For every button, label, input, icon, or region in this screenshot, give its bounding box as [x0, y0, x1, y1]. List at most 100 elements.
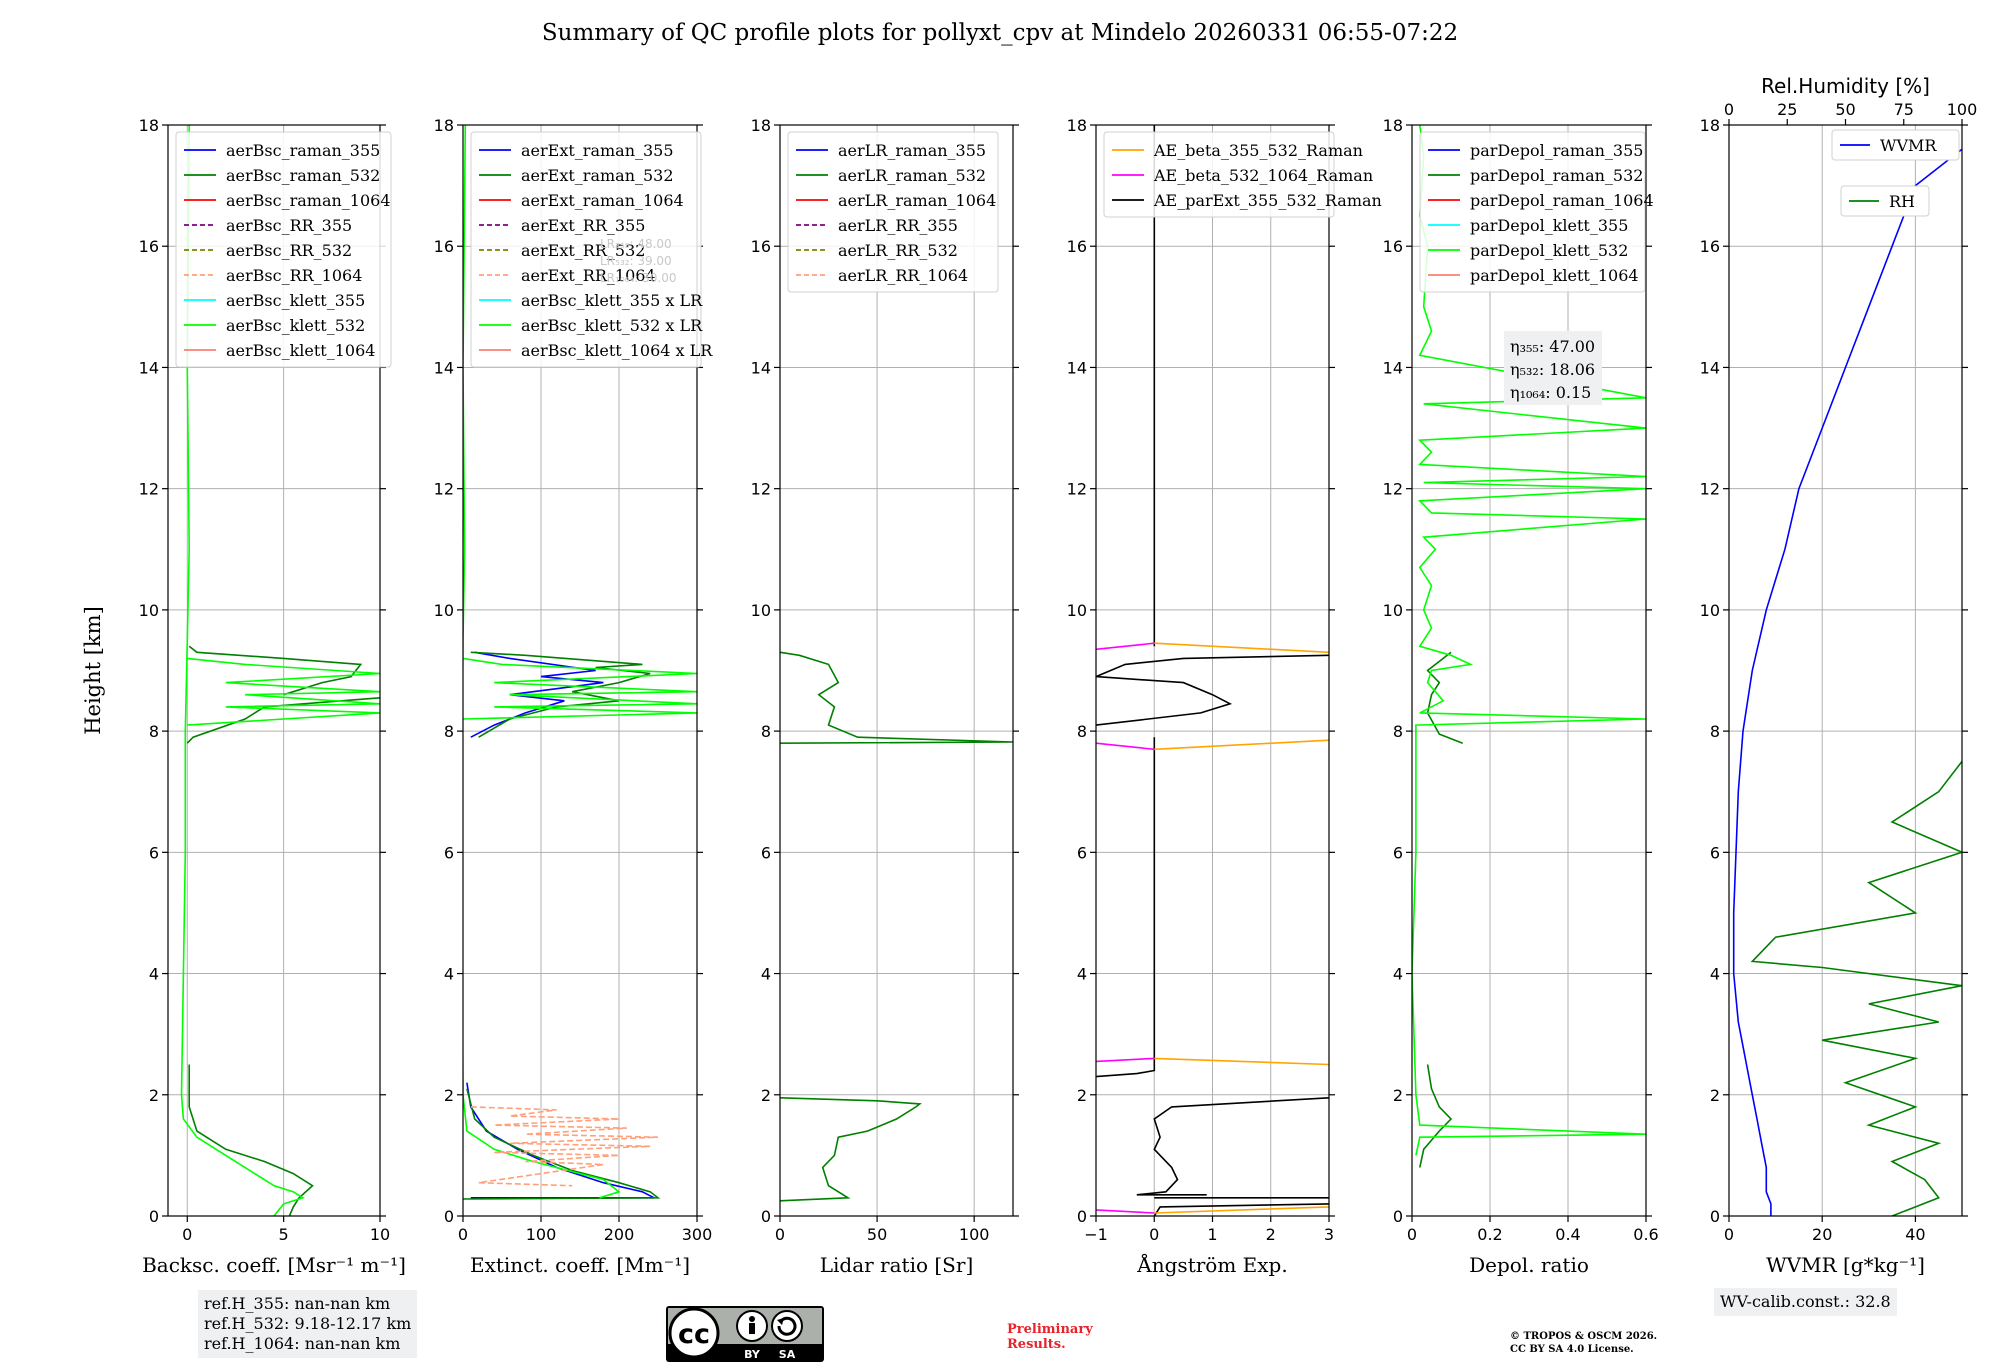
- y-tick-label: 8: [761, 722, 771, 741]
- series-line-parDepol_raman_532: [1419, 651, 1463, 1168]
- lr-faint-label: LR₃₅₅: 48.00: [600, 237, 672, 251]
- x-tick-label: 1: [1207, 1225, 1217, 1244]
- legend: aerBsc_raman_355 aerBsc_raman_532 aerBsc_r…: [175, 131, 392, 368]
- legend-label: WVMR: [1880, 136, 1937, 155]
- series-line-RH: [1750, 760, 1962, 1216]
- y-tick-label: 10: [1383, 601, 1403, 620]
- y-tick-label: 12: [1067, 480, 1087, 499]
- x-tick-label: 3: [1324, 1225, 1334, 1244]
- legend-label: RH: [1889, 192, 1915, 211]
- series-line-WVMR: [1732, 148, 1962, 1216]
- x-tick-label: 100: [526, 1225, 557, 1244]
- svg-text:cc: cc: [678, 1319, 710, 1350]
- y-tick-label: 18: [1700, 116, 1720, 135]
- y-tick-label: 8: [1393, 722, 1403, 741]
- legend: parDepol_raman_355 parDepol_raman_532 parD…: [1419, 131, 1654, 293]
- legend-label: aerBsc_raman_532: [226, 166, 380, 185]
- y-tick-label: 8: [1077, 722, 1087, 741]
- y-tick-label: 18: [1067, 116, 1087, 135]
- legend-label: aerExt_RR_532: [521, 241, 645, 260]
- y-tick-label: 10: [139, 601, 159, 620]
- legend: AE_beta_355_532_Raman AE_beta_532_1064_Ra…: [1103, 131, 1382, 218]
- x-tick-label: 0.2: [1477, 1225, 1502, 1244]
- series-line-AE_beta_355_532_Raman: [1154, 642, 1329, 1214]
- legend-label: aerLR_RR_1064: [838, 266, 968, 285]
- figure-title: Summary of QC profile plots for pollyxt_…: [541, 20, 1459, 46]
- series-line-aerBsc_raman_532: [186, 645, 380, 1216]
- y-tick-label: 10: [434, 601, 454, 620]
- y-tick-label: 0: [444, 1207, 454, 1226]
- y-tick-label: 4: [149, 965, 159, 984]
- copyright-line-2: CC BY SA 4.0 License.: [1510, 1344, 1634, 1355]
- series-group: [1096, 125, 1329, 1216]
- legend-label: aerBsc_raman_355: [226, 141, 380, 160]
- x-tick-label: 2: [1266, 1225, 1276, 1244]
- legend-label: parDepol_raman_355: [1470, 141, 1643, 160]
- top-x-tick-label: 0: [1724, 100, 1734, 119]
- lr-faint-label: LR₁₀₆₄: 30.00: [600, 271, 676, 285]
- y-tick-label: 12: [1383, 480, 1403, 499]
- y-tick-label: 6: [1710, 843, 1720, 862]
- eta-label: η₁₀₆₄: 0.15: [1510, 383, 1591, 402]
- top-x-axis-label: Rel.Humidity [%]: [1761, 74, 1930, 98]
- y-axis-label: Height [km]: [81, 606, 105, 735]
- legend-label: parDepol_raman_532: [1470, 166, 1643, 185]
- legend-label: aerLR_raman_355: [838, 141, 986, 160]
- y-tick-label: 12: [751, 480, 771, 499]
- x-tick-label: 40: [1905, 1225, 1925, 1244]
- x-axis-label: WVMR [g*kg⁻¹]: [1766, 1253, 1925, 1277]
- top-x-tick-label: 75: [1894, 100, 1914, 119]
- x-tick-label: 5: [279, 1225, 289, 1244]
- y-tick-label: 0: [1710, 1207, 1720, 1226]
- cc-by-label: BY: [744, 1348, 761, 1361]
- x-tick-label: 10: [370, 1225, 390, 1244]
- y-tick-label: 2: [761, 1086, 771, 1105]
- legend-label: aerLR_raman_532: [838, 166, 986, 185]
- y-tick-label: 0: [149, 1207, 159, 1226]
- axes-frame: [1728, 124, 1963, 1217]
- copyright-note: © TROPOS & OSCM 2026. CC BY SA 4.0 Licen…: [1510, 1330, 1657, 1356]
- y-tick-label: 0: [761, 1207, 771, 1226]
- legend-label: parDepol_raman_1064: [1470, 191, 1654, 210]
- ref-height-1064: ref.H_1064: nan-nan km: [204, 1334, 401, 1353]
- panel-extinction: 0 2 4 6 8 10 12 14 16 18 0 100 200 300 Extinct. coeff.…: [434, 116, 714, 1277]
- y-tick-label: 16: [751, 237, 771, 256]
- x-axis-label: Lidar ratio [Sr]: [820, 1253, 974, 1277]
- y-tick-label: 16: [139, 237, 159, 256]
- legend-box: [1419, 131, 1646, 293]
- x-tick-label: 100: [959, 1225, 990, 1244]
- x-tick-label: 0: [775, 1225, 785, 1244]
- y-tick-label: 6: [149, 843, 159, 862]
- x-tick-label: 300: [682, 1225, 713, 1244]
- y-tick-label: 16: [1700, 237, 1720, 256]
- legend-label: AE_beta_532_1064_Raman: [1153, 166, 1373, 185]
- x-tick-label: 0: [458, 1225, 468, 1244]
- panel-backscatter: 0 2 4 6 8 10 12 14 16 18 0 5 10 Backsc. coeff. [Msr⁻¹…: [139, 116, 406, 1277]
- eta-box: η₃₅₅: 47.00 η₅₃₂: 18.06 η₁₀₆₄: 0.15: [1504, 331, 1602, 405]
- x-axis-label: Backsc. coeff. [Msr⁻¹ m⁻¹]: [142, 1253, 406, 1277]
- legend-label: aerExt_RR_1064: [521, 266, 656, 285]
- legend-label: aerBsc_klett_1064: [226, 341, 375, 360]
- eta-label: η₅₃₂: 18.06: [1510, 360, 1595, 379]
- series-group: [463, 125, 697, 1200]
- series-group: [780, 651, 1013, 1202]
- preliminary-line-1: Preliminary: [1007, 1322, 1093, 1337]
- legend-label: aerLR_raman_1064: [838, 191, 996, 210]
- ref-height-box: ref.H_355: nan-nan km ref.H_532: 9.18-12…: [198, 1290, 418, 1358]
- legend: aerExt_raman_355 aerExt_raman_532 aerExt_r…: [470, 131, 713, 368]
- x-tick-label: 50: [867, 1225, 887, 1244]
- y-tick-label: 18: [139, 116, 159, 135]
- axes-frame: [1411, 124, 1647, 1217]
- series-line-aerBsc_klett_532: [180, 125, 380, 1216]
- legend-label: aerExt_raman_355: [521, 141, 674, 160]
- y-tick-label: 4: [1393, 965, 1403, 984]
- ref-height-355: ref.H_355: nan-nan km: [204, 1294, 391, 1313]
- y-tick-label: 4: [444, 965, 454, 984]
- y-tick-label: 10: [751, 601, 771, 620]
- legend-label: aerLR_RR_355: [838, 216, 958, 235]
- x-tick-label: 0: [1724, 1225, 1734, 1244]
- legend-label: aerBsc_RR_1064: [226, 266, 362, 285]
- series-line-AE_parExt_355_532_Raman: [1096, 125, 1329, 1216]
